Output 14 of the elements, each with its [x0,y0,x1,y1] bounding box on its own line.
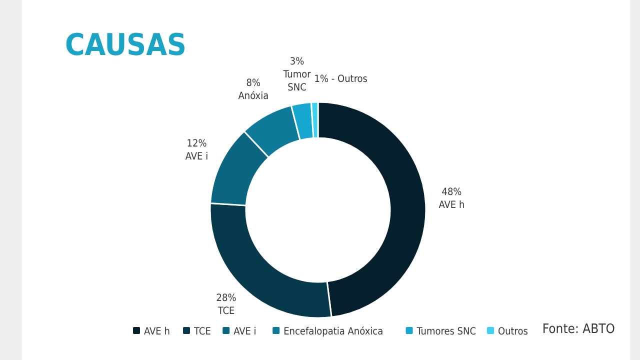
data-label: 48% AVE h [438,187,465,212]
data-label: 3% Tumor SNC [282,56,312,94]
legend-label: Encefalopatia Anóxica [284,326,384,338]
data-label: 28% TCE [216,293,237,318]
legend-label: AVE i [234,326,256,338]
legend-label: TCE [193,326,212,338]
data-label: 8% Anóxia [238,78,269,102]
source-note: Fonte: ABTO [542,322,615,337]
data-label: 12% AVE i [185,138,208,162]
chart-title: CAUSAS [65,28,186,63]
legend-label: Tumores SNC [416,326,476,338]
data-label: 1% - Outros [314,74,368,86]
legend-label: AVE h [144,326,170,338]
legend-label: Outros [498,326,528,338]
